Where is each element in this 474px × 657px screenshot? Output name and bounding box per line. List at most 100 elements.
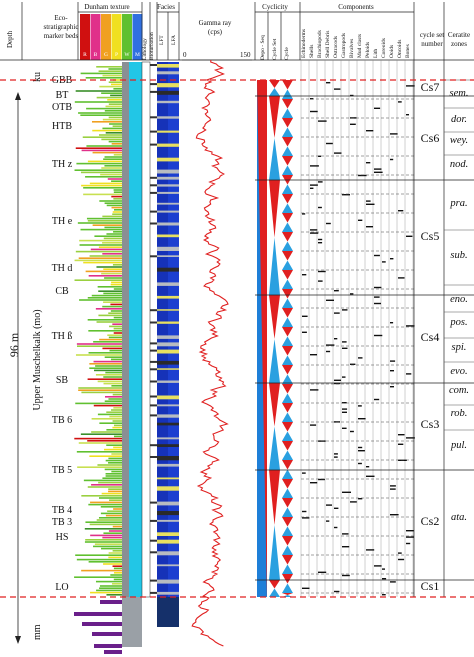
dunham-bar — [90, 248, 122, 251]
component-name-13: Bones — [405, 44, 411, 58]
facies-stripe — [157, 184, 179, 187]
dunham-bar — [106, 204, 123, 207]
dunham-bar — [113, 567, 123, 570]
gamma-min: 0 — [183, 51, 187, 59]
dunham-bar — [103, 301, 122, 303]
component-mark — [310, 184, 318, 186]
dunham-bar — [112, 565, 123, 567]
component-name-8: Peloids — [365, 42, 371, 58]
component-mark — [342, 309, 348, 311]
dunham-letter-B: B — [94, 52, 98, 58]
dunham-bar — [109, 415, 123, 418]
dunham-bar — [113, 446, 122, 449]
component-mark — [318, 571, 327, 573]
ceratite-zone-label: sub. — [450, 250, 467, 261]
dunham-bar — [102, 74, 122, 77]
component-mark — [350, 501, 357, 503]
dunham-bar — [102, 305, 123, 308]
dunham-bar — [77, 466, 123, 468]
dunham-bar-mm — [100, 600, 122, 604]
dunham-bar — [77, 222, 123, 224]
component-name-11: Ooids — [389, 45, 395, 58]
dunham-bar — [78, 257, 122, 259]
component-mark — [358, 446, 363, 449]
lfa-column — [168, 62, 179, 597]
bioturbation-mark — [150, 456, 157, 458]
eco-header-1: Eco- — [54, 14, 68, 22]
dunham-bar — [113, 316, 123, 319]
ceratite-zone-label: eno. — [450, 294, 468, 305]
dunham-letter-M: M — [135, 52, 140, 58]
gamma-unit: (cps) — [208, 28, 223, 36]
component-mark — [358, 219, 363, 221]
cycle-red-triangle — [282, 555, 293, 565]
component-mark — [342, 194, 350, 196]
dunham-bar — [85, 521, 123, 523]
component-mark — [302, 510, 307, 513]
dunham-bar — [87, 297, 122, 299]
dunham-letter-G: G — [104, 52, 108, 58]
bioturbation-mark — [150, 143, 157, 146]
cycle-red-triangle — [282, 384, 293, 394]
component-mark — [366, 130, 374, 132]
dunham-bar — [92, 151, 122, 154]
components-header: Components — [338, 3, 374, 11]
cycle-red-triangle — [269, 470, 280, 525]
dunham-bar — [99, 587, 122, 589]
dunham-bar — [101, 492, 122, 495]
component-mark — [358, 462, 362, 465]
dunham-bar — [87, 378, 123, 380]
dunham-bar — [105, 132, 123, 134]
lithology-columns — [122, 61, 179, 647]
dunham-bar — [78, 442, 122, 444]
dunham-bar — [89, 363, 123, 365]
marker-bed-label: BT — [56, 90, 69, 101]
dunham-bar — [80, 114, 123, 116]
cycle-red-triangle — [269, 383, 280, 427]
cycle-red-triangle — [282, 308, 293, 318]
dunham-bar — [112, 79, 123, 81]
dunham-bar — [110, 83, 122, 86]
component-mark — [398, 101, 402, 103]
ceratite-zone-label: rob. — [451, 408, 468, 419]
dunham-bar — [108, 490, 122, 493]
bioturbation-mark — [150, 404, 157, 407]
facies-stripe — [157, 282, 179, 286]
component-mark — [382, 578, 387, 580]
bioturbation-mark — [150, 176, 157, 179]
component-mark — [334, 456, 338, 458]
dunham-bar — [85, 77, 122, 79]
facies-stripe — [157, 342, 179, 347]
component-mark — [374, 334, 383, 337]
dunham-bar — [97, 413, 123, 416]
component-mark — [302, 587, 310, 589]
dunham-bar — [92, 129, 122, 132]
cycle-set-label: Cs4 — [421, 330, 440, 344]
ceratite-header-1: Ceratite — [448, 31, 470, 39]
dunham-bar — [105, 105, 123, 108]
facies-stripe — [157, 191, 179, 194]
facies-stripe — [157, 551, 179, 556]
component-mark — [310, 424, 317, 426]
dunham-bar — [103, 237, 122, 240]
cycle-red-triangle — [282, 289, 293, 299]
component-mark — [350, 430, 354, 433]
dunham-bar — [107, 334, 123, 336]
component-mark — [398, 210, 404, 212]
bioturbation-mark — [150, 90, 157, 93]
component-mark — [326, 350, 331, 353]
dunham-bar — [106, 411, 122, 413]
cycle-blue-triangle — [282, 184, 293, 194]
component-mark — [350, 94, 354, 97]
bioturbation-mark — [150, 222, 157, 225]
dunham-bar — [101, 547, 123, 550]
dunham-bar — [104, 277, 122, 279]
dunham-bar — [107, 99, 123, 101]
dunham-swatch-P — [111, 14, 122, 60]
facies-stripe — [157, 564, 179, 567]
dunham-bar — [87, 319, 122, 321]
facies-stripe — [157, 477, 179, 480]
dunham-bar — [113, 231, 122, 233]
facies-stripe — [157, 210, 179, 213]
dunham-bar — [82, 136, 123, 138]
